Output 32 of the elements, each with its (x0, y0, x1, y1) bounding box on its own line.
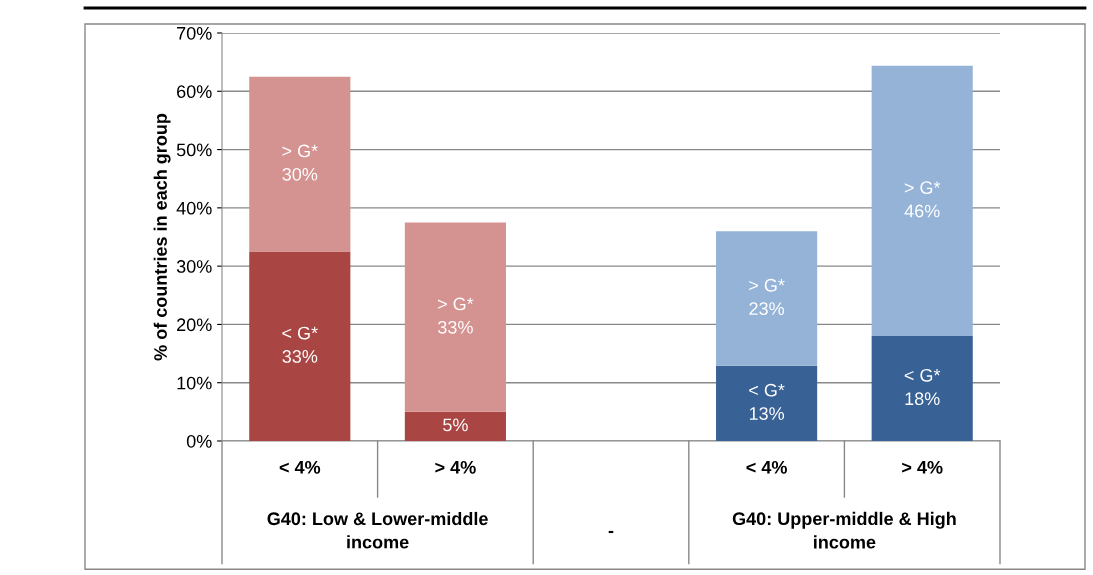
y-tick-label: 0% (186, 434, 212, 448)
bar (871, 65, 973, 337)
data-label: < G* 18% (904, 368, 941, 406)
text: G40: Low & Lower-middle income (267, 511, 488, 549)
data-label: 5% (443, 418, 468, 432)
y-tick-label: 10% (177, 376, 212, 390)
data-label: > G* 23% (749, 278, 785, 316)
y-tick-label: 50% (176, 143, 212, 157)
x-tick-label: > 4% (902, 460, 943, 474)
x-tick-label: < 4% (279, 460, 321, 474)
bar (716, 365, 818, 441)
y-tick-label: 40% (176, 201, 212, 215)
data-label: > G* 46% (904, 181, 941, 218)
text: - (608, 530, 614, 534)
data-label: < G* 33% (282, 326, 318, 363)
bar (249, 251, 351, 441)
text: G40: Upper-middle & High income (732, 511, 956, 549)
bar (716, 231, 818, 366)
bar (404, 411, 506, 441)
data-label: > G* 33% (437, 297, 474, 334)
data-label: < G* 13% (749, 383, 785, 420)
bar (249, 76, 351, 252)
data-label: > G* 30% (282, 144, 318, 181)
y-tick-label: 30% (176, 260, 212, 273)
bar (871, 336, 973, 441)
y-tick-label: 70% (177, 26, 212, 40)
y-axis-title: % of countries in each group (153, 113, 171, 361)
bar (404, 222, 506, 412)
y-tick-label: 60% (177, 85, 212, 99)
x-tick-label: > 4% (435, 460, 476, 474)
y-tick-label: 20% (177, 318, 212, 332)
x-tick-label: < 4% (746, 460, 787, 474)
